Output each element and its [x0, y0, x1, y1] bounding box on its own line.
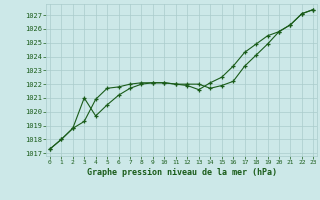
X-axis label: Graphe pression niveau de la mer (hPa): Graphe pression niveau de la mer (hPa) — [87, 168, 276, 177]
